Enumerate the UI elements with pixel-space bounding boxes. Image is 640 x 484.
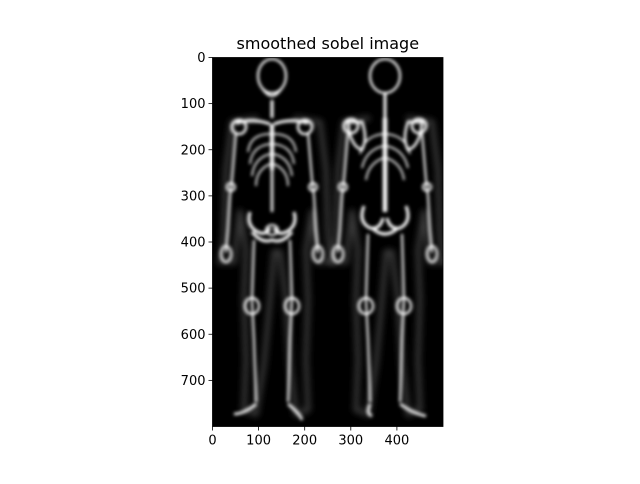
- posterior-right-shoulder: [410, 117, 428, 135]
- x-axis: 0 100 200 300 400: [208, 426, 409, 449]
- y-tick-label: 200: [181, 143, 206, 158]
- posterior-left-elbow: [338, 182, 348, 192]
- posterior-skull: [368, 57, 402, 95]
- x-tick-label: 300: [338, 434, 363, 449]
- anterior-right-shoulder: [296, 118, 314, 136]
- posterior-right-hand: [426, 245, 438, 263]
- posterior-left-shoulder: [342, 117, 360, 135]
- anterior-feet: [233, 403, 304, 421]
- anterior-sacrum: [265, 224, 279, 236]
- posterior-feet: [367, 402, 427, 418]
- x-tick-label: 100: [246, 434, 271, 449]
- posterior-left-hand: [332, 245, 344, 263]
- x-tick-label: 400: [384, 434, 409, 449]
- anterior-left-shoulder: [230, 118, 248, 136]
- y-tick-label: 300: [181, 189, 206, 204]
- x-tick-label: 0: [208, 434, 216, 449]
- y-tick-label: 700: [181, 374, 206, 389]
- posterior-right-knee: [395, 296, 413, 316]
- anterior-jaw: [261, 87, 283, 97]
- y-tick-label: 500: [181, 282, 206, 297]
- posterior-right-elbow: [422, 182, 432, 192]
- y-axis: 0 100 200 300 400 500 600 700: [181, 51, 213, 389]
- anterior-ribs: [247, 133, 297, 187]
- posterior-skeleton: [329, 57, 443, 418]
- anterior-right-hand: [312, 245, 324, 263]
- x-tick-label: 200: [292, 434, 317, 449]
- posterior-pelvis: [360, 205, 410, 236]
- y-tick-label: 100: [181, 97, 206, 112]
- y-tick-label: 600: [181, 328, 206, 343]
- anterior-left-hand: [220, 245, 232, 263]
- anterior-skeleton: [217, 57, 335, 421]
- posterior-left-knee: [357, 296, 375, 316]
- y-tick-label: 400: [181, 236, 206, 251]
- anterior-left-elbow: [226, 182, 236, 192]
- anterior-skull: [256, 57, 288, 95]
- posterior-ribs: [359, 133, 411, 181]
- anterior-left-knee: [243, 296, 261, 316]
- y-tick-label: 0: [197, 51, 205, 66]
- anterior-right-knee: [283, 296, 301, 316]
- anterior-right-elbow: [308, 182, 318, 192]
- chart-title: smoothed sobel image: [237, 34, 420, 53]
- anterior-clavicles: [235, 119, 309, 126]
- plot-area: [212, 57, 444, 427]
